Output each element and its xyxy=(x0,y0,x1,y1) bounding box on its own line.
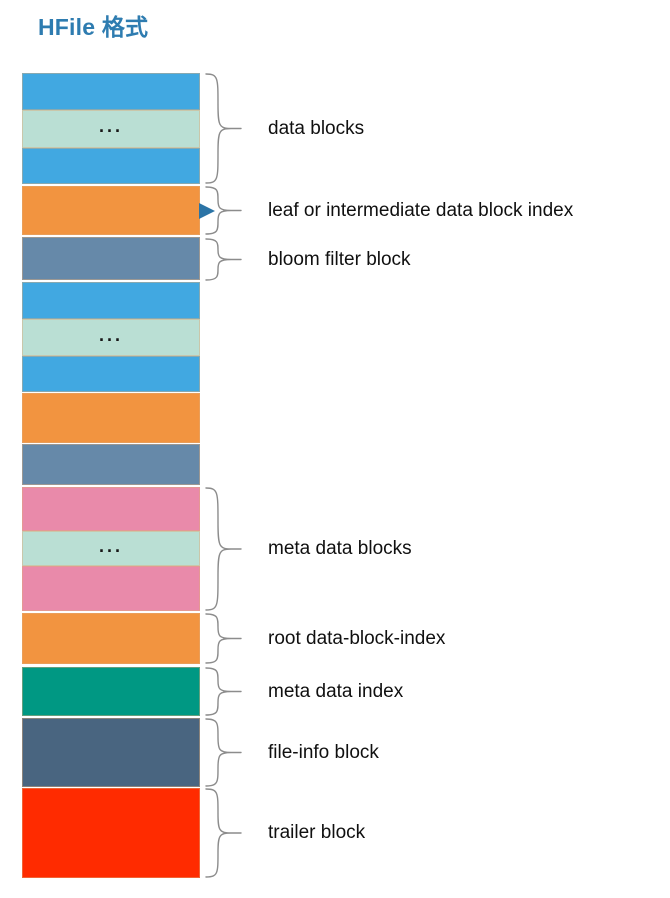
brace-icon xyxy=(205,718,242,787)
block-label: meta data index xyxy=(268,680,404,702)
data-block-4 xyxy=(22,356,200,392)
brace-icon xyxy=(205,238,242,281)
root-data-block-index xyxy=(22,613,200,664)
brace-icon xyxy=(205,73,242,184)
block-column: ......... xyxy=(22,73,200,878)
data-blocks-ellipsis-2: ... xyxy=(22,319,200,356)
block-label: meta data blocks xyxy=(268,538,412,559)
meta-data-block-1 xyxy=(22,487,200,531)
brace-icon xyxy=(205,667,242,716)
brace-icon xyxy=(205,186,242,235)
leaf-index-block-1 xyxy=(22,186,200,235)
leaf-index-block-2 xyxy=(22,393,200,443)
block-label: leaf or intermediate data block index xyxy=(268,199,574,221)
meta-data-block-2 xyxy=(22,566,200,611)
block-label: data blocks xyxy=(268,117,365,139)
trailer-block xyxy=(22,788,200,878)
block-label: trailer block xyxy=(268,822,366,843)
brace-icon xyxy=(205,788,242,878)
ellipsis-text: ... xyxy=(98,116,123,136)
bloom-filter-block-1 xyxy=(22,237,200,280)
meta-blocks-ellipsis: ... xyxy=(22,531,200,566)
ellipsis-text: ... xyxy=(98,535,123,556)
page-title: HFile 格式 xyxy=(38,14,149,40)
data-block-3 xyxy=(22,282,200,319)
data-block-1 xyxy=(22,73,200,110)
brace-icon xyxy=(205,487,242,611)
brace-icon xyxy=(205,613,242,664)
data-blocks-ellipsis-1: ... xyxy=(22,110,200,148)
file-info-block xyxy=(22,718,200,787)
ellipsis-text: ... xyxy=(98,324,123,345)
block-label: root data-block-index xyxy=(268,627,446,649)
block-label: bloom filter block xyxy=(268,248,411,270)
index-pointer-arrow-icon xyxy=(199,203,215,219)
data-block-2 xyxy=(22,148,200,184)
meta-data-index-block xyxy=(22,667,200,716)
bloom-filter-block-2 xyxy=(22,444,200,485)
block-label: file-info block xyxy=(268,741,379,763)
